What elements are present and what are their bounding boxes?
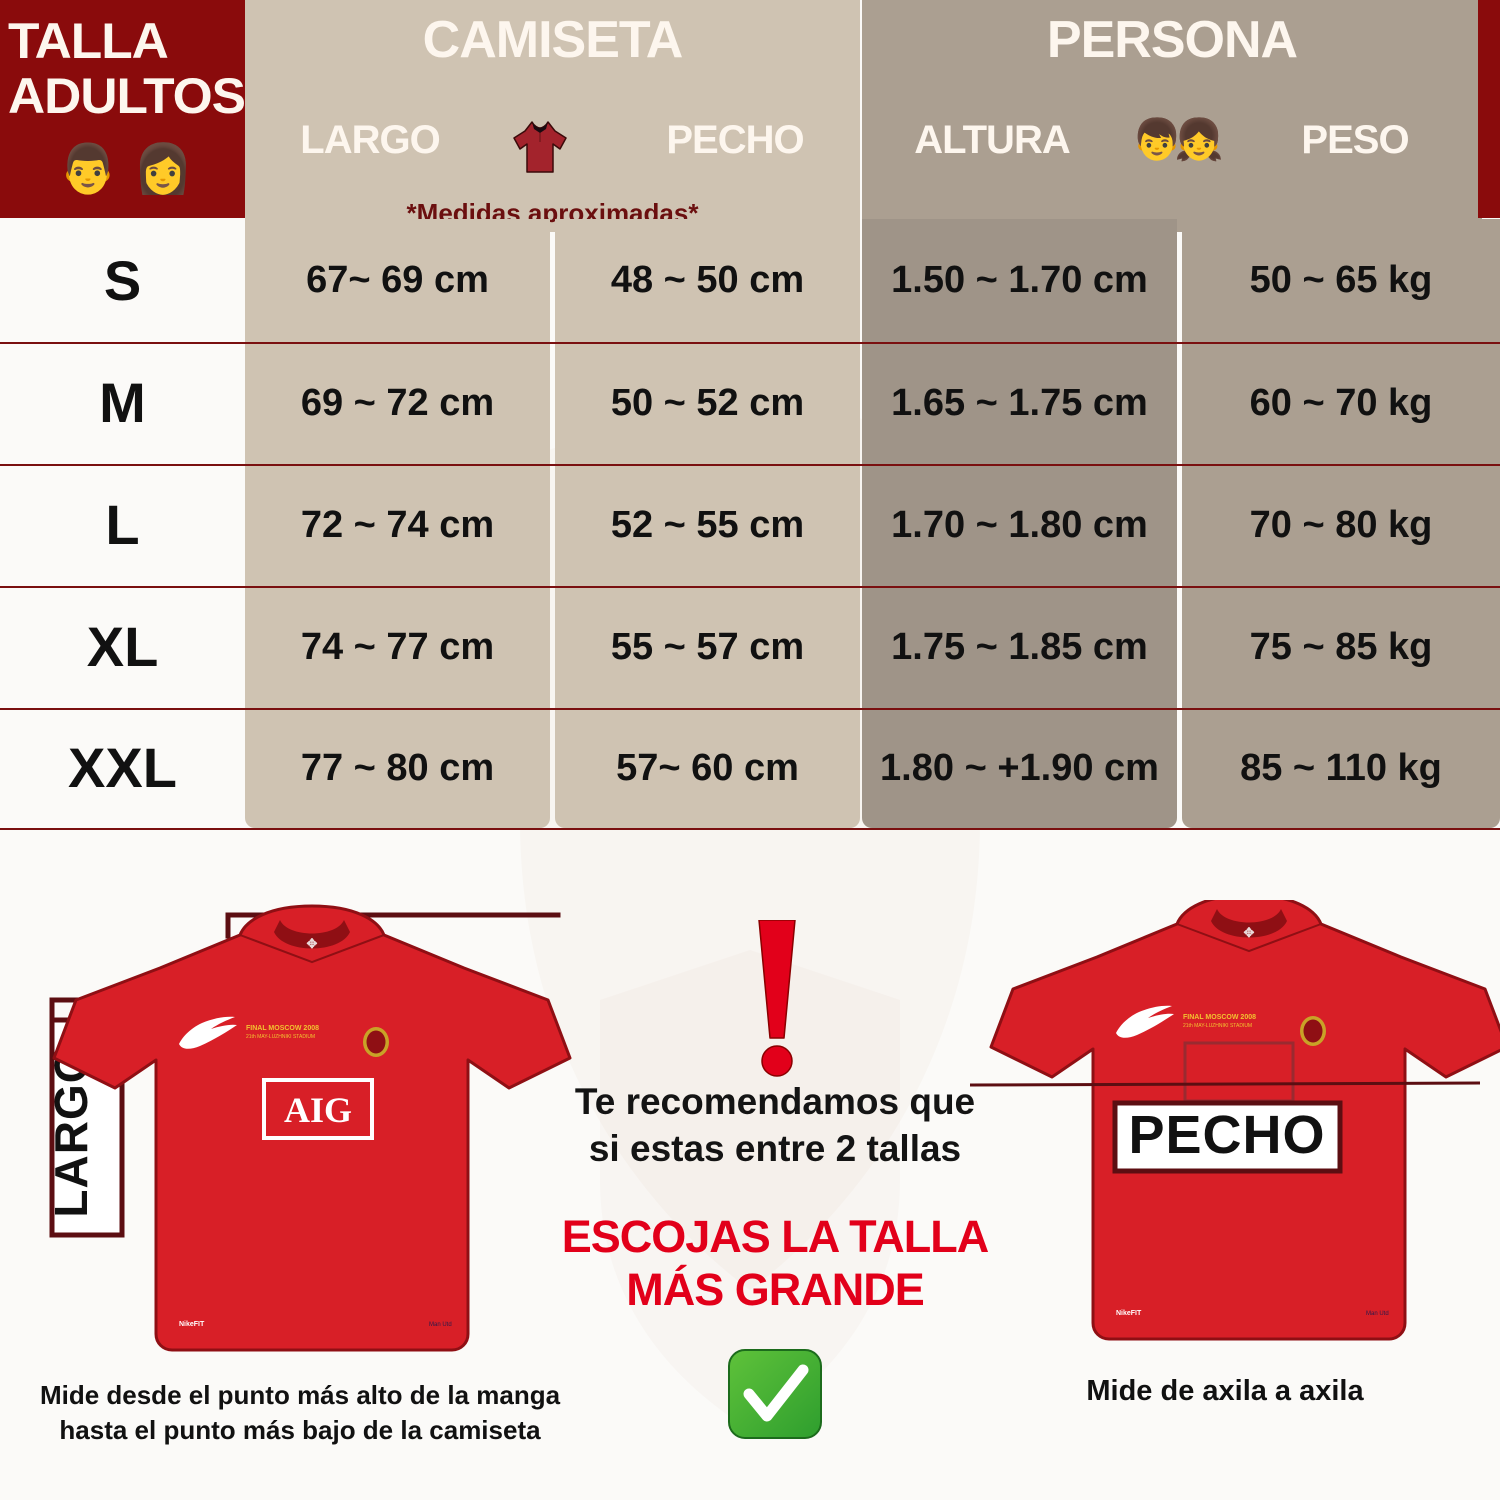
- svg-text:PECHO: PECHO: [1128, 1105, 1325, 1165]
- svg-text:Man Utd: Man Utd: [429, 1322, 452, 1328]
- svg-text:FINAL MOSCOW 2008: FINAL MOSCOW 2008: [246, 1025, 319, 1032]
- svg-text:FINAL MOSCOW 2008: FINAL MOSCOW 2008: [1183, 1014, 1256, 1021]
- svg-text:21th MAY-LUZHNIKI STADIUM: 21th MAY-LUZHNIKI STADIUM: [1183, 1023, 1252, 1029]
- svg-text:NikeFIT: NikeFIT: [1116, 1310, 1142, 1317]
- svg-text:Man Utd: Man Utd: [1366, 1311, 1389, 1317]
- svg-text:✥: ✥: [307, 936, 318, 951]
- svg-text:21th MAY-LUZHNIKI STADIUM: 21th MAY-LUZHNIKI STADIUM: [246, 1034, 315, 1040]
- svg-text:NikeFIT: NikeFIT: [179, 1321, 205, 1328]
- svg-text:✥: ✥: [1244, 925, 1255, 940]
- svg-text:AIG: AIG: [284, 1090, 352, 1130]
